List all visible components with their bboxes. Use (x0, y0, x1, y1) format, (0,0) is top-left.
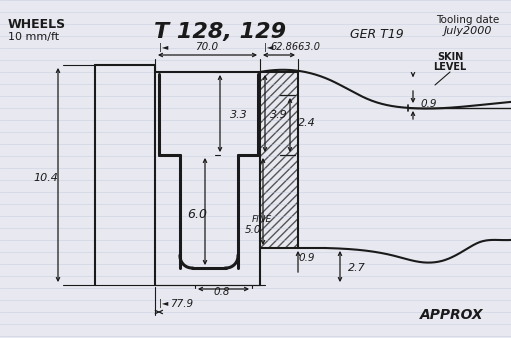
Text: APPROX: APPROX (420, 308, 483, 322)
Text: LEVEL: LEVEL (433, 62, 467, 72)
Text: |◄: |◄ (264, 43, 273, 51)
Text: Tooling date: Tooling date (436, 15, 500, 25)
Text: T 128, 129: T 128, 129 (154, 22, 286, 42)
Text: 0.9: 0.9 (298, 253, 314, 263)
Text: 10.4: 10.4 (34, 173, 58, 183)
Text: July2000: July2000 (444, 26, 492, 36)
Text: 6.0: 6.0 (187, 209, 207, 221)
Text: 70.0: 70.0 (195, 42, 218, 52)
Text: |◄: |◄ (159, 299, 169, 309)
Text: 2.4: 2.4 (298, 118, 316, 128)
Text: 10 mm/ft: 10 mm/ft (8, 32, 59, 42)
Text: GER T19: GER T19 (350, 28, 404, 41)
Text: 3.3: 3.3 (230, 110, 248, 120)
Text: 5.0: 5.0 (244, 225, 261, 235)
Text: 77.9: 77.9 (170, 299, 193, 309)
Text: 3.9: 3.9 (270, 110, 288, 120)
Text: 0.9: 0.9 (420, 99, 436, 109)
Text: WHEELS: WHEELS (8, 18, 66, 31)
Text: FINE: FINE (252, 216, 272, 224)
Text: 0.8: 0.8 (214, 287, 230, 297)
Text: 62.8663.0: 62.8663.0 (270, 42, 320, 52)
Text: |◄: |◄ (159, 43, 169, 51)
Text: 2.7: 2.7 (348, 263, 366, 273)
Text: SKIN: SKIN (437, 52, 463, 62)
